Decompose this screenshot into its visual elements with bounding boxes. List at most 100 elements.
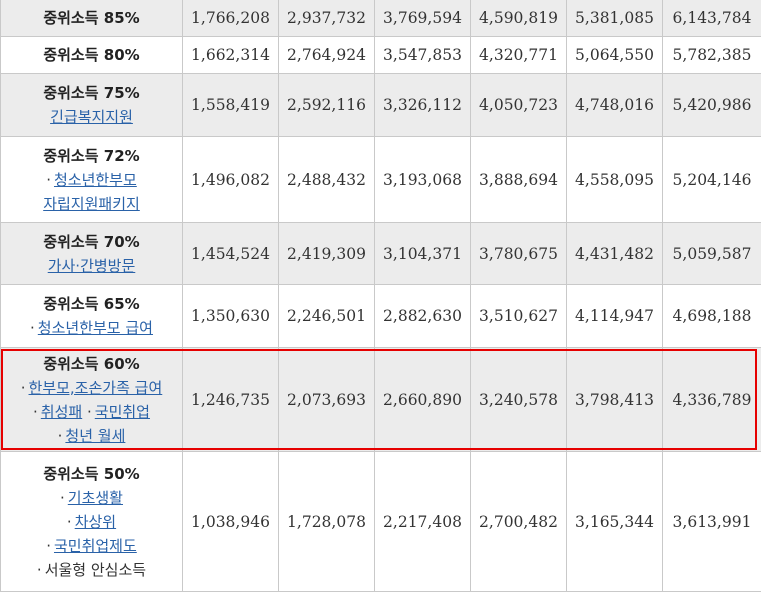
row-title: 중위소득 80% xyxy=(1,43,182,67)
row-title: 중위소득 65% xyxy=(1,292,182,316)
value-cell: 3,798,413 xyxy=(567,348,663,452)
bullet-line: ·한부모,조손가족 급여 xyxy=(21,379,163,397)
bullet: · xyxy=(46,537,51,555)
program-link-home-care[interactable]: 가사·간병방문 xyxy=(48,257,136,275)
row-label: 중위소득 65% ·청소년한부모 급여 xyxy=(1,285,183,348)
value-cell: 3,240,578 xyxy=(471,348,567,452)
bullet-line: ·차상위 xyxy=(67,513,116,531)
value-cell: 6,143,784 xyxy=(663,0,761,37)
row-label: 중위소득 72% ·청소년한부모 자립지원패키지 xyxy=(1,137,183,223)
value-cell: 1,038,946 xyxy=(183,452,279,592)
value-cell: 3,193,068 xyxy=(375,137,471,223)
value-cell: 3,888,694 xyxy=(471,137,567,223)
value-cell: 4,558,095 xyxy=(567,137,663,223)
value-cell: 2,073,693 xyxy=(279,348,375,452)
value-cell: 2,937,732 xyxy=(279,0,375,37)
value-cell: 5,059,587 xyxy=(663,223,761,285)
value-cell: 1,350,630 xyxy=(183,285,279,348)
value-cell: 1,496,082 xyxy=(183,137,279,223)
row-label: 중위소득 60% ·한부모,조손가족 급여 ·취성패 ·국민취업 ·청년 월세 xyxy=(1,348,183,452)
bullet-line: ·청년 월세 xyxy=(58,427,126,445)
value-cell: 2,764,924 xyxy=(279,37,375,74)
value-cell: 5,204,146 xyxy=(663,137,761,223)
value-cell: 3,165,344 xyxy=(567,452,663,592)
bullet-line: ·기초생활 xyxy=(60,489,123,507)
bullet-line: ·청소년한부모 xyxy=(46,171,137,189)
bullet: · xyxy=(21,379,26,397)
value-cell: 2,882,630 xyxy=(375,285,471,348)
value-cell: 2,488,432 xyxy=(279,137,375,223)
value-cell: 1,246,735 xyxy=(183,348,279,452)
value-cell: 4,590,819 xyxy=(471,0,567,37)
bullet-line: ·서울형 안심소득 xyxy=(37,561,146,579)
value-cell: 5,381,085 xyxy=(567,0,663,37)
program-link-teen-single-parent[interactable]: 청소년한부모 xyxy=(54,171,137,189)
bullet: · xyxy=(87,403,92,421)
bullet: · xyxy=(30,319,35,337)
table-row: 중위소득 70% 가사·간병방문 1,454,524 2,419,309 3,1… xyxy=(1,223,761,285)
value-cell: 4,748,016 xyxy=(567,74,663,137)
bullet-line: ·국민취업제도 xyxy=(46,537,137,555)
bullet: · xyxy=(37,561,42,579)
program-link-national-employment[interactable]: 국민취업 xyxy=(95,403,150,421)
program-link-near-poverty[interactable]: 차상위 xyxy=(75,513,116,531)
program-link-basic-livelihood[interactable]: 기초생활 xyxy=(68,489,123,507)
value-cell: 4,431,482 xyxy=(567,223,663,285)
value-cell: 1,558,419 xyxy=(183,74,279,137)
row-label: 중위소득 85% xyxy=(1,0,183,37)
value-cell: 2,419,309 xyxy=(279,223,375,285)
value-cell: 3,769,594 xyxy=(375,0,471,37)
row-label: 중위소득 50% ·기초생활 ·차상위 ·국민취업제도 ·서울형 안심소득 xyxy=(1,452,183,592)
value-cell: 1,728,078 xyxy=(279,452,375,592)
bullet: · xyxy=(33,403,38,421)
value-cell: 2,217,408 xyxy=(375,452,471,592)
row-title: 중위소득 50% xyxy=(1,462,182,486)
bullet: · xyxy=(67,513,72,531)
value-cell: 2,246,501 xyxy=(279,285,375,348)
value-cell: 5,420,986 xyxy=(663,74,761,137)
table-row: 중위소득 75% 긴급복지지원 1,558,419 2,592,116 3,32… xyxy=(1,74,761,137)
program-link-teen-single-parent-benefit[interactable]: 청소년한부모 급여 xyxy=(38,319,153,337)
bullet: · xyxy=(60,489,65,507)
row-title: 중위소득 72% xyxy=(1,144,182,168)
value-cell: 4,336,789 xyxy=(663,348,761,452)
row-label: 중위소득 75% 긴급복지지원 xyxy=(1,74,183,137)
row-label: 중위소득 80% xyxy=(1,37,183,74)
program-link-self-reliance-package[interactable]: 자립지원패키지 xyxy=(43,195,140,213)
value-cell: 5,782,385 xyxy=(663,37,761,74)
value-cell: 4,320,771 xyxy=(471,37,567,74)
value-cell: 3,104,371 xyxy=(375,223,471,285)
value-cell: 4,050,723 xyxy=(471,74,567,137)
bullet: · xyxy=(46,171,51,189)
program-link-employment-success[interactable]: 취성패 xyxy=(41,403,82,421)
table-row-highlighted: 중위소득 60% ·한부모,조손가족 급여 ·취성패 ·국민취업 ·청년 월세 … xyxy=(1,348,761,452)
value-cell: 3,780,675 xyxy=(471,223,567,285)
program-link-national-employment-system[interactable]: 국민취업제도 xyxy=(54,537,137,555)
table-row: 중위소득 72% ·청소년한부모 자립지원패키지 1,496,082 2,488… xyxy=(1,137,761,223)
row-title: 중위소득 70% xyxy=(1,230,182,254)
value-cell: 3,510,627 xyxy=(471,285,567,348)
table-row: 중위소득 65% ·청소년한부모 급여 1,350,630 2,246,501 … xyxy=(1,285,761,348)
value-cell: 5,064,550 xyxy=(567,37,663,74)
value-cell: 3,613,991 xyxy=(663,452,761,592)
row-title: 중위소득 85% xyxy=(1,6,182,30)
value-cell: 3,326,112 xyxy=(375,74,471,137)
row-label: 중위소득 70% 가사·간병방문 xyxy=(1,223,183,285)
value-cell: 2,592,116 xyxy=(279,74,375,137)
value-cell: 3,547,853 xyxy=(375,37,471,74)
bullet: · xyxy=(58,427,63,445)
value-cell: 4,114,947 xyxy=(567,285,663,348)
value-cell: 4,698,188 xyxy=(663,285,761,348)
program-text-seoul-safe-income: 서울형 안심소득 xyxy=(45,561,146,579)
table-row: 중위소득 80% 1,662,314 2,764,924 3,547,853 4… xyxy=(1,37,761,74)
bullet-line: ·청소년한부모 급여 xyxy=(30,319,153,337)
value-cell: 2,660,890 xyxy=(375,348,471,452)
table-row: 중위소득 85% 1,766,208 2,937,732 3,769,594 4… xyxy=(1,0,761,37)
program-link-youth-rent[interactable]: 청년 월세 xyxy=(65,427,125,445)
value-cell: 2,700,482 xyxy=(471,452,567,592)
table-row: 중위소득 50% ·기초생활 ·차상위 ·국민취업제도 ·서울형 안심소득 1,… xyxy=(1,452,761,592)
row-title: 중위소득 60% xyxy=(1,352,182,376)
program-link-emergency-welfare[interactable]: 긴급복지지원 xyxy=(50,108,133,126)
program-link-single-parent-grandparent[interactable]: 한부모,조손가족 급여 xyxy=(29,379,163,397)
